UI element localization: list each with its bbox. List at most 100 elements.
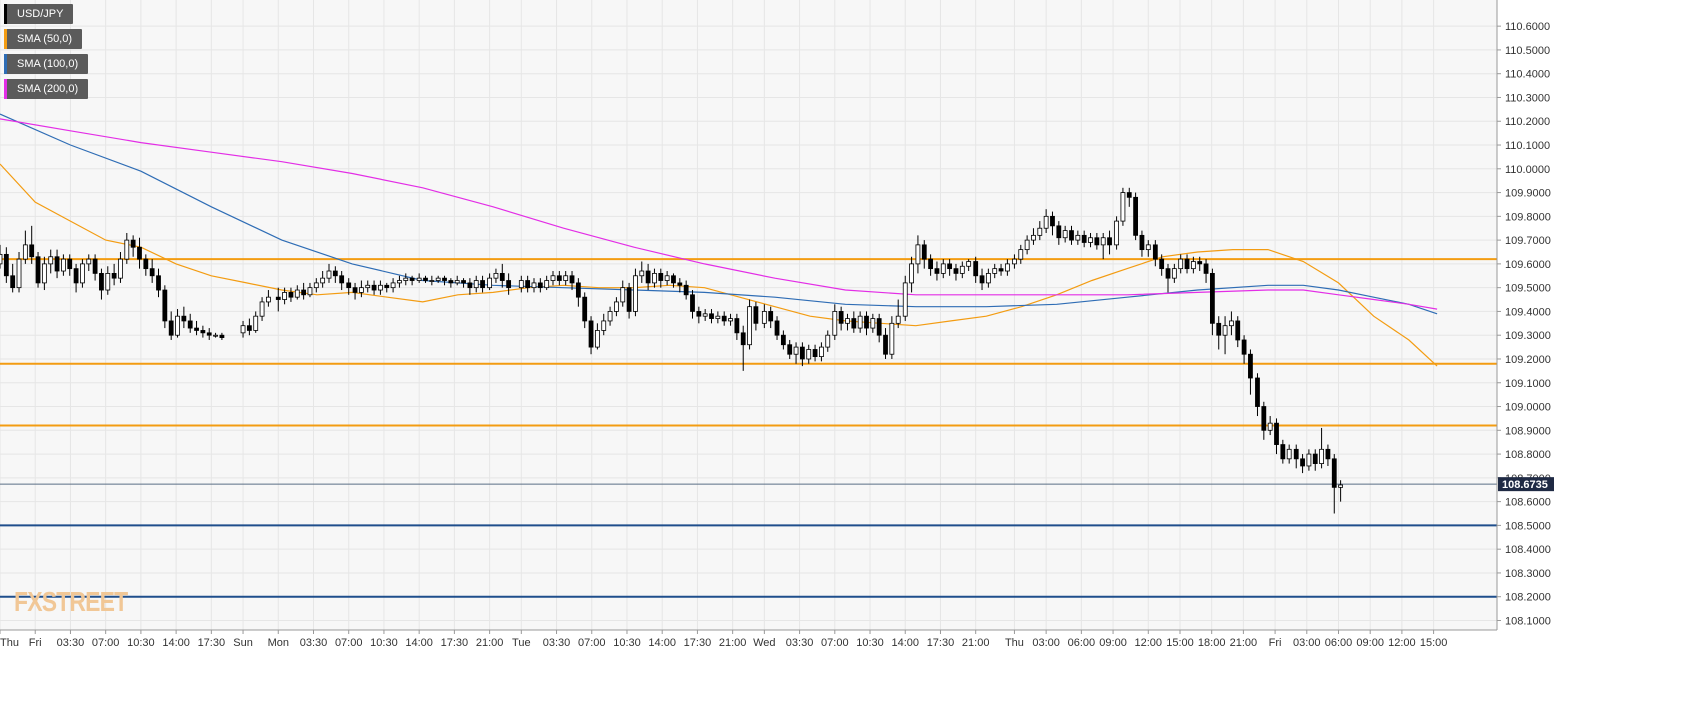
current-price-label-bg <box>1498 477 1554 492</box>
candle <box>156 268 161 298</box>
sma-line-2 <box>0 118 1438 310</box>
candle-body-up <box>1222 325 1228 336</box>
candle <box>979 268 985 291</box>
candle-body-down <box>1081 234 1087 243</box>
candle-body-down <box>409 277 415 281</box>
candle <box>473 275 479 293</box>
candle-body-down <box>332 270 338 277</box>
candle <box>1306 449 1312 471</box>
candle <box>582 292 588 329</box>
legend-label-sma-50: SMA (50,0) <box>17 33 73 45</box>
candle <box>1139 230 1145 257</box>
candle-body-up <box>728 318 733 322</box>
y-tick-label: 109.3000 <box>1505 330 1551 342</box>
candle <box>947 259 953 276</box>
candle <box>80 259 85 288</box>
x-tick-label: Wed <box>753 637 775 649</box>
candle-body-down <box>1139 234 1145 251</box>
candle <box>832 304 838 340</box>
candle-body-down <box>1056 225 1062 239</box>
candle <box>282 287 288 305</box>
candle-body-down <box>168 320 174 336</box>
candle <box>992 263 998 279</box>
candle-body-down <box>1050 215 1055 227</box>
candle-body-down <box>1331 458 1337 488</box>
candle-body-down <box>1203 263 1209 274</box>
x-tick-label: 06:00 <box>1068 637 1096 649</box>
candle <box>130 235 136 257</box>
candle-body-up <box>1018 249 1024 260</box>
candle-body-up <box>378 284 383 291</box>
candle <box>187 313 193 333</box>
candle <box>966 259 972 272</box>
candle-body-down <box>352 287 358 293</box>
candle-body-down <box>883 334 888 355</box>
candle-body-down <box>423 277 428 281</box>
candle-body-down <box>934 268 940 274</box>
legend-item-sma-200[interactable]: SMA (200,0) <box>4 79 89 99</box>
candle-body-down <box>499 272 505 281</box>
y-tick-label: 110.0000 <box>1505 164 1550 176</box>
legend-item-symbol[interactable]: USD/JPY <box>4 4 74 24</box>
legend-item-sma-100[interactable]: SMA (100,0) <box>4 54 89 74</box>
candle-body-down <box>979 275 985 284</box>
candle <box>1094 232 1100 250</box>
candle-body-up <box>213 334 218 337</box>
candle-body-up <box>493 272 499 279</box>
candle-body-down <box>787 344 793 355</box>
candle-body-down <box>442 277 447 281</box>
candle-body-up <box>105 272 111 291</box>
candle <box>1190 256 1196 274</box>
candle-body-up <box>1031 234 1036 241</box>
y-tick-label: 109.0000 <box>1505 402 1551 414</box>
candle-body-down <box>1165 268 1171 279</box>
candle-body-down <box>1293 448 1299 460</box>
candle <box>626 282 632 319</box>
candle <box>3 247 9 283</box>
candle <box>1069 225 1074 245</box>
candle-body-down <box>1235 320 1241 341</box>
candle <box>332 266 338 283</box>
candle-body-down <box>740 332 746 346</box>
candle-body-down <box>1107 237 1112 246</box>
sma-lines <box>0 113 1438 367</box>
candle <box>677 278 683 293</box>
legend-label-sma-100: SMA (100,0) <box>17 58 79 70</box>
x-tick-label: 07:00 <box>92 637 120 649</box>
x-tick-label: 03:30 <box>786 637 814 649</box>
candle-body-up <box>652 272 657 284</box>
candle <box>550 271 556 286</box>
candle-body-down <box>525 280 531 289</box>
y-tick-label: 110.4000 <box>1505 69 1550 81</box>
legend-item-sma-50[interactable]: SMA (50,0) <box>4 29 83 49</box>
candle-body-down <box>73 268 79 284</box>
candle <box>448 278 454 288</box>
candle-body-down <box>162 289 168 322</box>
candle <box>1024 235 1030 255</box>
candle <box>909 256 914 293</box>
candle-body-up <box>435 277 441 281</box>
candles <box>0 187 1344 514</box>
candle <box>985 268 991 288</box>
candle-body-down <box>506 280 512 289</box>
candle-body-up <box>761 311 767 324</box>
x-tick-label: 09:00 <box>1356 637 1384 649</box>
candle <box>378 280 383 295</box>
candle-body-up <box>1267 422 1273 431</box>
x-tick-label: 17:30 <box>684 637 712 649</box>
candle <box>633 268 638 317</box>
candle <box>326 263 332 283</box>
candle <box>1126 187 1132 207</box>
candle <box>664 271 670 286</box>
candle-body-down <box>99 272 104 291</box>
candle <box>99 268 104 300</box>
candle <box>499 263 505 288</box>
candle-body-up <box>1145 244 1151 251</box>
candle <box>416 273 422 283</box>
x-tick-label: 09:00 <box>1099 637 1127 649</box>
candle <box>397 275 402 288</box>
candle-body-down <box>696 311 702 317</box>
candle <box>940 259 946 279</box>
candle <box>1145 240 1151 257</box>
